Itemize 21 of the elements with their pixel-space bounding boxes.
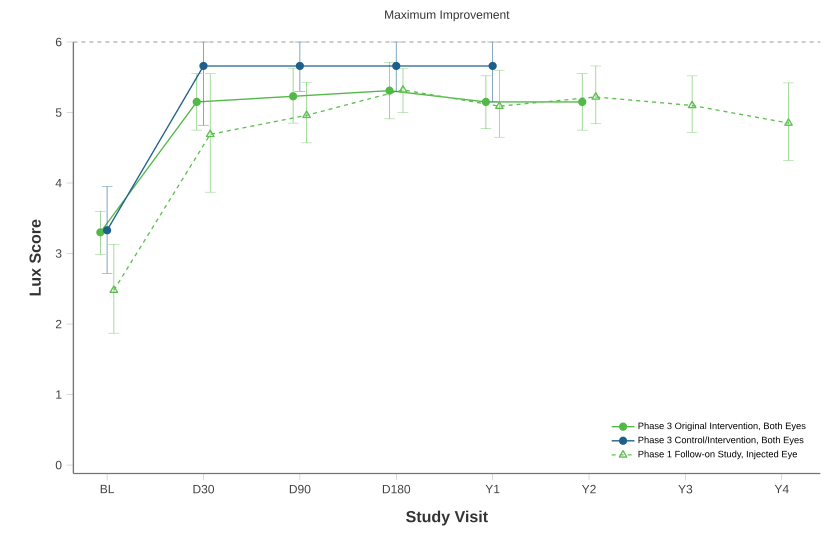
x-tick-label: Y2 [582,484,596,494]
y-tick-label: 0 [56,460,62,470]
x-tick-label: BL [100,484,114,494]
x-tick-label: D90 [290,484,310,494]
x-tick-label: Y3 [678,484,692,494]
chart-title: Maximum Improvement [385,10,510,22]
legend-label: Phase 3 Control/Intervention, Both Eyes [638,436,804,446]
x-tick-label: D30 [193,484,214,494]
legend-label: Phase 3 Original Intervention, Both Eyes [638,422,806,431]
x-tick-label: Y1 [486,484,500,494]
y-tick-label: 2 [56,320,62,328]
y-tick-label: 6 [56,38,62,46]
y-axis-title: Lux Score [29,220,41,296]
y-tick-label: 4 [56,178,62,188]
y-tick-label: 1 [56,390,62,399]
x-tick-label: Y4 [774,484,789,494]
legend-label: Phase 1 Follow-on Study, Injected Eye [638,450,797,460]
y-tick-label: 5 [56,108,62,117]
y-tick-label: 3 [56,249,62,258]
x-axis-title: Study Visit [406,510,488,526]
x-tick-label: D180 [382,484,410,494]
